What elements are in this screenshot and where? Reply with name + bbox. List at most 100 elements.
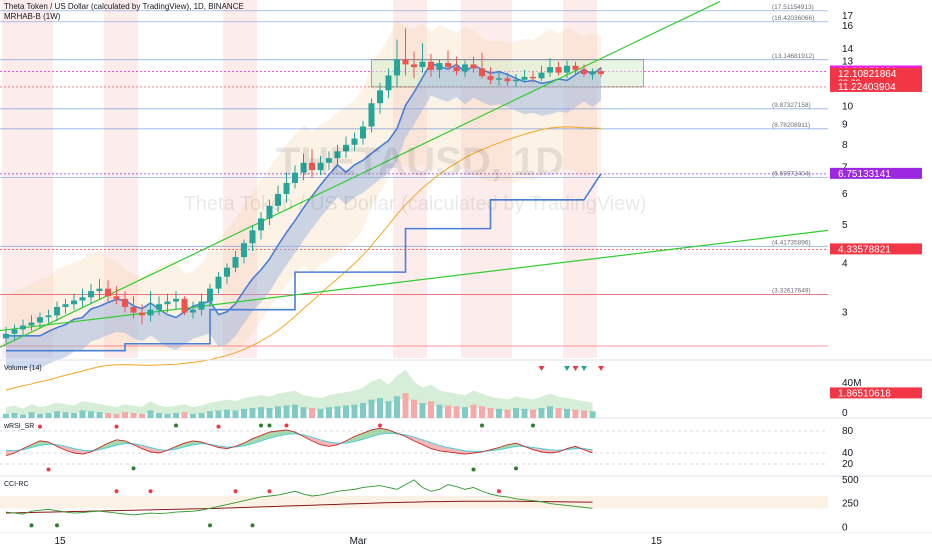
volume-bar (96, 412, 103, 418)
candle-body (258, 218, 264, 231)
volume-bar (555, 408, 562, 418)
price-tag-label: 12.10821864 (838, 69, 897, 80)
price-tick-label: 16 (842, 21, 854, 32)
volume-bar (479, 406, 485, 418)
candle-body (436, 63, 443, 70)
volume-bar (232, 410, 239, 418)
wrsi-signal-dot (46, 467, 51, 472)
volume-bar (445, 405, 451, 418)
volume-bar (105, 413, 111, 418)
price-tag (830, 167, 922, 179)
price-tick-label: 5 (842, 220, 848, 231)
volume-bar (496, 408, 502, 418)
candle-body (207, 288, 213, 302)
cci-signal-dot (497, 489, 501, 494)
wrsi-signal-dot (480, 423, 484, 428)
volume-bar (343, 405, 349, 418)
volume-bar (326, 407, 332, 418)
volume-bar (224, 409, 230, 418)
volume-bar (122, 412, 128, 418)
candle-body (11, 329, 18, 334)
price-tag (830, 387, 922, 399)
cci-signal-dot (55, 523, 59, 528)
volume-bar (300, 407, 307, 418)
volume-bar (411, 399, 417, 418)
volume-bar (538, 408, 545, 418)
volume-signal-marker (581, 366, 587, 371)
volume-signal-marker (598, 366, 604, 371)
volume-title: Volume (14) (4, 365, 42, 372)
candle-body (164, 301, 171, 305)
price-tick-label: 4 (842, 258, 848, 269)
wrsi-signal-dot (378, 423, 382, 428)
volume-bar (37, 413, 43, 418)
candle-body (275, 193, 281, 206)
candle-body (343, 144, 349, 152)
level-line-label: (3.32617649) (772, 288, 811, 295)
candle-body (428, 61, 434, 70)
price-tag-label: 1.86510618 (838, 388, 891, 399)
candle-body (37, 317, 43, 323)
volume-bar (283, 405, 290, 418)
volume-bar (334, 406, 341, 418)
candle-body (555, 67, 562, 73)
candle-body (334, 151, 341, 159)
wrsi-fill (414, 437, 423, 445)
volume-bar (190, 413, 196, 418)
volume-bar (130, 413, 137, 418)
candle-body (79, 297, 86, 301)
volume-bar (368, 399, 375, 418)
candle-body (249, 230, 256, 244)
watermark-description: Theta Token / US Dollar (calculated by T… (184, 193, 647, 215)
volume-bar (11, 413, 18, 418)
wrsi-fill (439, 445, 448, 452)
indicator-label: MRHAB-B (1W) (4, 12, 61, 21)
candle-body (20, 325, 26, 330)
wrsi-signal-dot (259, 423, 263, 428)
wrsi-fill (65, 446, 74, 453)
candle-body (181, 298, 188, 313)
wrsi-fill (176, 443, 185, 450)
cci-signal-dot (267, 489, 272, 494)
volume-bar (71, 413, 77, 418)
volume-bar (266, 408, 273, 418)
volume-bar (453, 406, 460, 418)
wrsi-fill (507, 443, 516, 449)
candle-body (445, 63, 451, 68)
level-line-label: (6.59972404) (772, 171, 811, 178)
level-line-label: (17.51154913) (772, 4, 814, 11)
candle-body (360, 126, 366, 139)
volume-bar (360, 403, 366, 418)
price-tag (830, 243, 922, 255)
wrsi-fill (184, 440, 193, 447)
wrsi-signal-dot (267, 423, 272, 428)
price-tick-label: 17 (842, 11, 854, 22)
price-tick-label: 8 (842, 140, 848, 151)
price-tag-label: 6.75133141 (838, 169, 891, 180)
wrsi-signal-dot (284, 423, 289, 428)
candles (3, 28, 604, 344)
volume-bar (88, 411, 94, 418)
candle-body (317, 162, 324, 171)
volume-bar (54, 411, 60, 418)
candle-body (190, 309, 196, 313)
cci-signal-dot (233, 489, 238, 494)
volume-bar (564, 408, 570, 418)
wrsi-fill (142, 445, 151, 452)
volume-bar (156, 413, 162, 418)
volume-bar (572, 409, 579, 418)
candle-body (28, 322, 35, 326)
volume-bar (275, 406, 281, 418)
time-axis-bg (0, 533, 932, 550)
volume-bar (249, 408, 256, 418)
cci-signal-dot (208, 523, 212, 528)
volume-bar (3, 413, 9, 418)
watermark-symbol: THETAUSD, 1D (276, 140, 564, 184)
candle-body (215, 276, 222, 289)
volume-bar (419, 403, 426, 418)
price-tick-label: 14 (842, 44, 854, 55)
volume-bar (147, 410, 154, 418)
step-line (6, 173, 602, 352)
